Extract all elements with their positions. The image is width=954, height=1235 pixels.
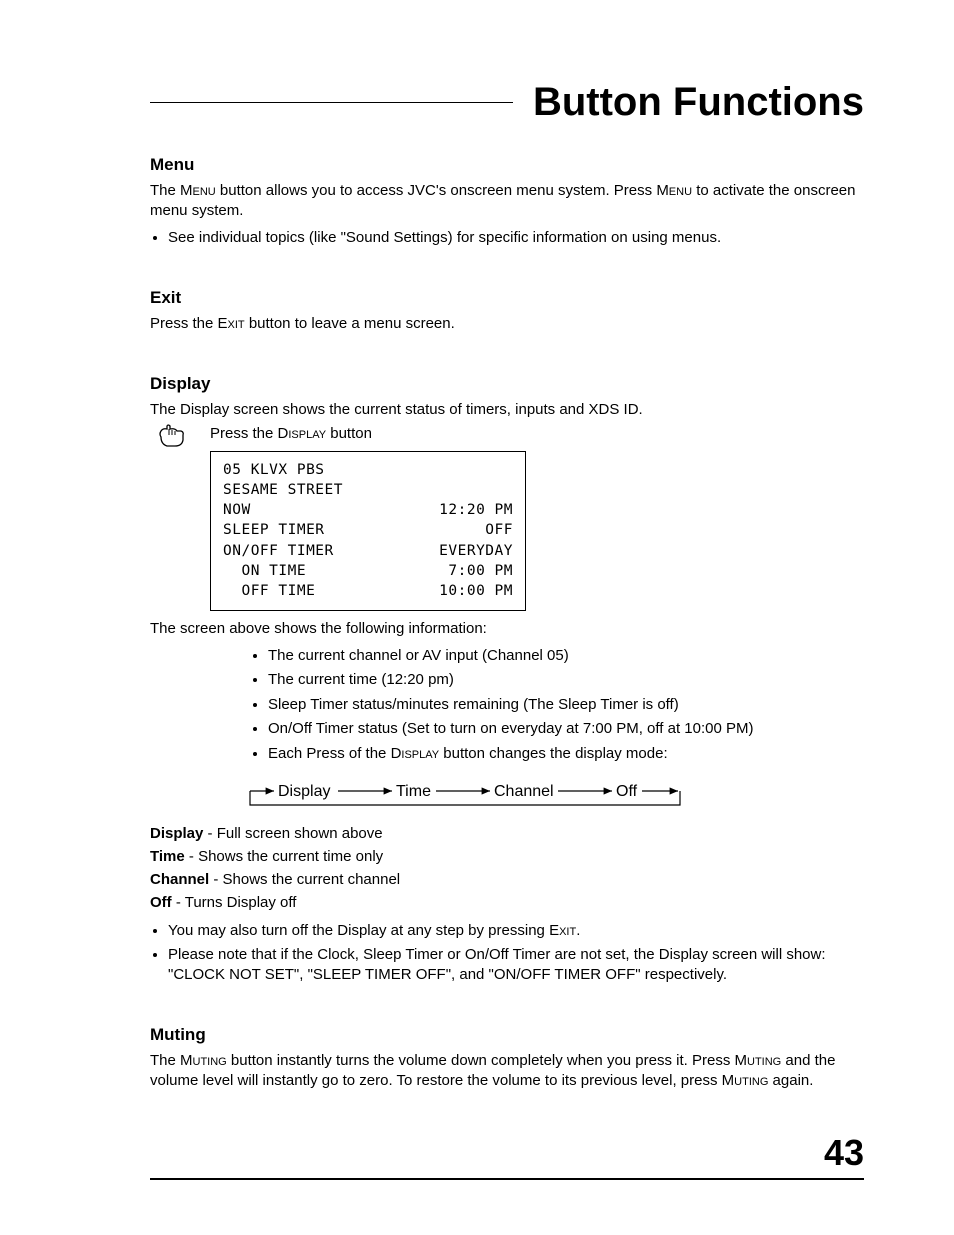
manual-page: Button Functions Menu The Menu button al… (0, 0, 954, 1235)
smallcaps-muting: Muting (735, 1052, 782, 1069)
text: You may also turn off the Display at any… (168, 922, 549, 939)
list-item: The current channel or AV input (Channel… (268, 645, 864, 668)
osd-screen-box: 05 KLVX PBS SESAME STREET NOW 12:20 PM SL… (210, 451, 526, 611)
osd-row: NOW 12:20 PM (223, 500, 513, 520)
def-text: - Shows the current time only (185, 848, 383, 865)
list-item: You may also turn off the Display at any… (168, 921, 864, 941)
list-item: Sleep Timer status/minutes remaining (Th… (268, 694, 864, 717)
osd-value: EVERYDAY (439, 541, 513, 561)
osd-label: OFF TIME (223, 581, 315, 601)
def-time: Time - Shows the current time only (150, 848, 864, 865)
osd-line: 05 KLVX PBS (223, 460, 513, 480)
menu-paragraph: The Menu button allows you to access JVC… (150, 181, 864, 222)
def-off: Off - Turns Display off (150, 894, 864, 911)
display-notes: You may also turn off the Display at any… (150, 921, 864, 985)
page-number: 43 (150, 1132, 864, 1174)
text: Each Press of the (268, 745, 391, 762)
title-rule (150, 102, 513, 103)
text: button instantly turns the volume down c… (227, 1052, 735, 1069)
text: Press the (210, 425, 278, 442)
smallcaps-exit: Exit (549, 922, 576, 939)
display-info-list: The current channel or AV input (Channel… (250, 645, 864, 766)
smallcaps-menu: Menu (180, 182, 216, 199)
menu-bullets: See individual topics (like "Sound Setti… (150, 228, 864, 248)
list-item: See individual topics (like "Sound Setti… (168, 228, 864, 248)
flow-node: Off (616, 783, 638, 800)
text: The (150, 1052, 180, 1069)
osd-label: ON/OFF TIMER (223, 541, 334, 561)
after-screen-text: The screen above shows the following inf… (150, 619, 864, 639)
osd-row: SLEEP TIMER OFF (223, 520, 513, 540)
text: Press the (150, 315, 218, 332)
section-heading-exit: Exit (150, 288, 864, 308)
hand-press-icon (155, 424, 189, 455)
osd-label: SLEEP TIMER (223, 520, 325, 540)
osd-row: ON/OFF TIMER EVERYDAY (223, 541, 513, 561)
list-item: Each Press of the Display button changes… (268, 743, 864, 766)
page-title: Button Functions (533, 80, 864, 125)
smallcaps-muting: Muting (180, 1052, 227, 1069)
section-heading-display: Display (150, 374, 864, 394)
footer-rule (150, 1178, 864, 1180)
def-label: Channel (150, 871, 209, 888)
def-label: Time (150, 848, 185, 865)
smallcaps-muting: Muting (722, 1072, 769, 1089)
osd-label: NOW (223, 500, 251, 520)
display-indent: Press the Display button 05 KLVX PBS SES… (210, 424, 864, 610)
page-footer: 43 (150, 1132, 864, 1180)
display-mode-flow-diagram: Display Time Channel Off (230, 775, 700, 815)
osd-label: ON TIME (223, 561, 306, 581)
text: . (576, 922, 580, 939)
smallcaps-menu: Menu (656, 182, 692, 199)
display-intro: The Display screen shows the current sta… (150, 400, 864, 420)
osd-value: 12:20 PM (439, 500, 513, 520)
osd-row: OFF TIME 10:00 PM (223, 581, 513, 601)
text: button changes the display mode: (439, 745, 668, 762)
def-label: Off (150, 894, 172, 911)
smallcaps-display: Display (278, 425, 327, 442)
press-display-line: Press the Display button (210, 424, 864, 444)
text: button to leave a menu screen. (245, 315, 455, 332)
osd-value: OFF (485, 520, 513, 540)
def-text: - Shows the current channel (209, 871, 400, 888)
title-row: Button Functions (150, 80, 864, 125)
def-label: Display (150, 825, 203, 842)
text: again. (768, 1072, 813, 1089)
text: button (326, 425, 372, 442)
text: button allows you to access JVC's onscre… (216, 182, 657, 199)
list-item: The current time (12:20 pm) (268, 669, 864, 692)
flow-node: Display (278, 783, 330, 800)
list-item: On/Off Timer status (Set to turn on ever… (268, 718, 864, 741)
osd-row: ON TIME 7:00 PM (223, 561, 513, 581)
section-heading-muting: Muting (150, 1025, 864, 1045)
smallcaps-exit: Exit (218, 315, 245, 332)
smallcaps-display: Display (391, 745, 440, 762)
text: The (150, 182, 180, 199)
def-text: - Turns Display off (172, 894, 297, 911)
def-display: Display - Full screen shown above (150, 825, 864, 842)
osd-value: 7:00 PM (448, 561, 513, 581)
osd-line: SESAME STREET (223, 480, 513, 500)
section-heading-menu: Menu (150, 155, 864, 175)
flow-node: Channel (494, 783, 554, 800)
muting-paragraph: The Muting button instantly turns the vo… (150, 1051, 864, 1092)
exit-paragraph: Press the Exit button to leave a menu sc… (150, 314, 864, 334)
osd-value: 10:00 PM (439, 581, 513, 601)
def-text: - Full screen shown above (203, 825, 382, 842)
def-channel: Channel - Shows the current channel (150, 871, 864, 888)
flow-node: Time (396, 783, 431, 800)
list-item: Please note that if the Clock, Sleep Tim… (168, 945, 864, 986)
